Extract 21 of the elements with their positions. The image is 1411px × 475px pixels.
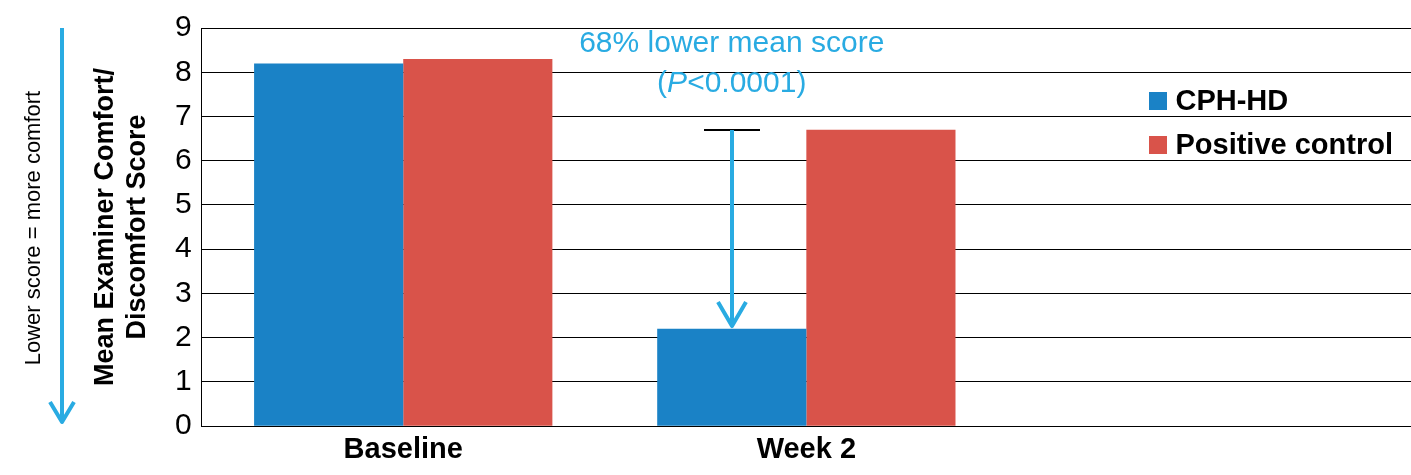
y-tick-label: 2 [175,318,192,352]
y-tick-label: 6 [175,142,192,175]
y-tick-label: 9 [175,9,192,43]
bar [254,63,404,426]
y-tick-label: 5 [175,186,192,220]
bar [657,328,807,426]
bar [806,129,956,426]
x-tick-label: Baseline [343,431,463,464]
y-tick-label: 0 [175,407,192,441]
text: Lower score = more comfort [20,89,46,368]
y-tick-label: 4 [175,230,192,264]
annotation: 68% lower mean score (P<0.0001) [578,24,886,100]
y-tick-label: 7 [175,97,192,131]
bar [403,58,553,426]
y-tick-label: 8 [175,53,192,87]
legend-label: CPH-HD [1174,83,1290,118]
y-axis-title: Mean Examiner Comfort/ Discomfort Score [88,67,152,389]
y-tick-label: 3 [175,274,192,308]
x-tick-label: Week 2 [756,431,857,464]
y-tick-label: 1 [175,363,192,397]
legend-label: Positive control [1174,127,1393,162]
